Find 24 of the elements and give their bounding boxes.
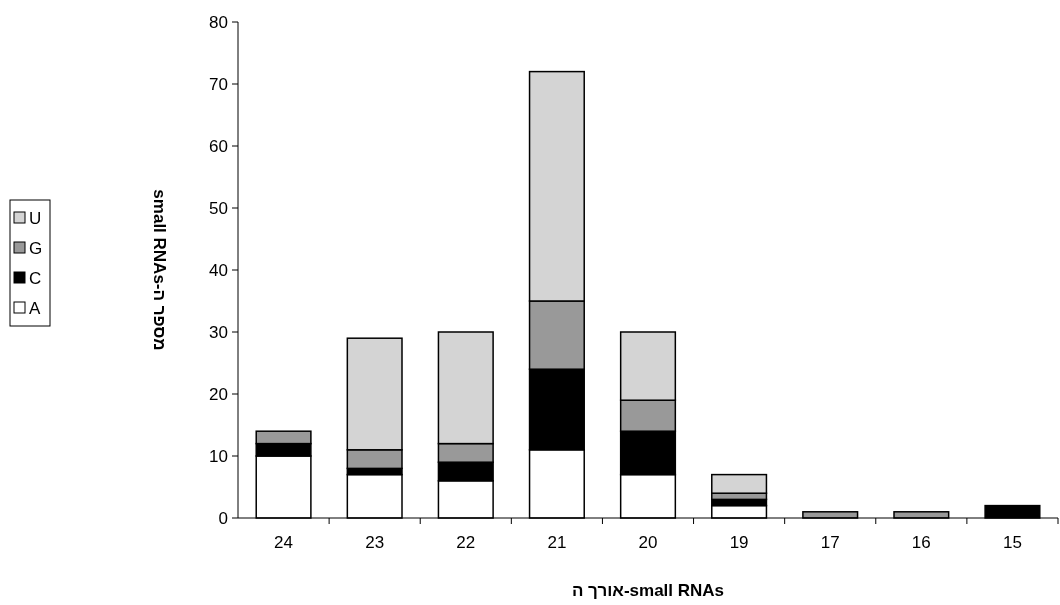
x-tick-label: 16 [911, 533, 931, 552]
y-tick-label: 60 [209, 137, 228, 156]
y-tick-label: 40 [209, 261, 228, 280]
y-tick-label: 50 [209, 199, 228, 218]
legend-label: U [29, 209, 42, 228]
x-tick-label: 19 [729, 533, 749, 552]
x-tick-label: 23 [365, 533, 385, 552]
x-tick-label: 20 [638, 533, 658, 552]
y-tick-label: 80 [209, 13, 228, 32]
y-tick-label: 20 [209, 385, 228, 404]
x-tick-label: 22 [456, 533, 476, 552]
x-tick-label: 17 [820, 533, 840, 552]
x-axis-title: אורך ה-small RNAs [571, 581, 725, 600]
legend-label: G [29, 239, 43, 258]
x-tick-label: 21 [547, 533, 567, 552]
y-tick-label: 70 [209, 75, 228, 94]
y-tick-label: 30 [209, 323, 228, 342]
legend-label: C [29, 269, 42, 288]
x-tick-label: 15 [1002, 533, 1022, 552]
y-axis-title: מספר ה-small RNAs [150, 189, 169, 351]
legend-label: A [29, 299, 41, 318]
x-tick-label: 24 [274, 533, 294, 552]
y-tick-label: 0 [218, 509, 228, 528]
y-tick-label: 10 [209, 447, 228, 466]
